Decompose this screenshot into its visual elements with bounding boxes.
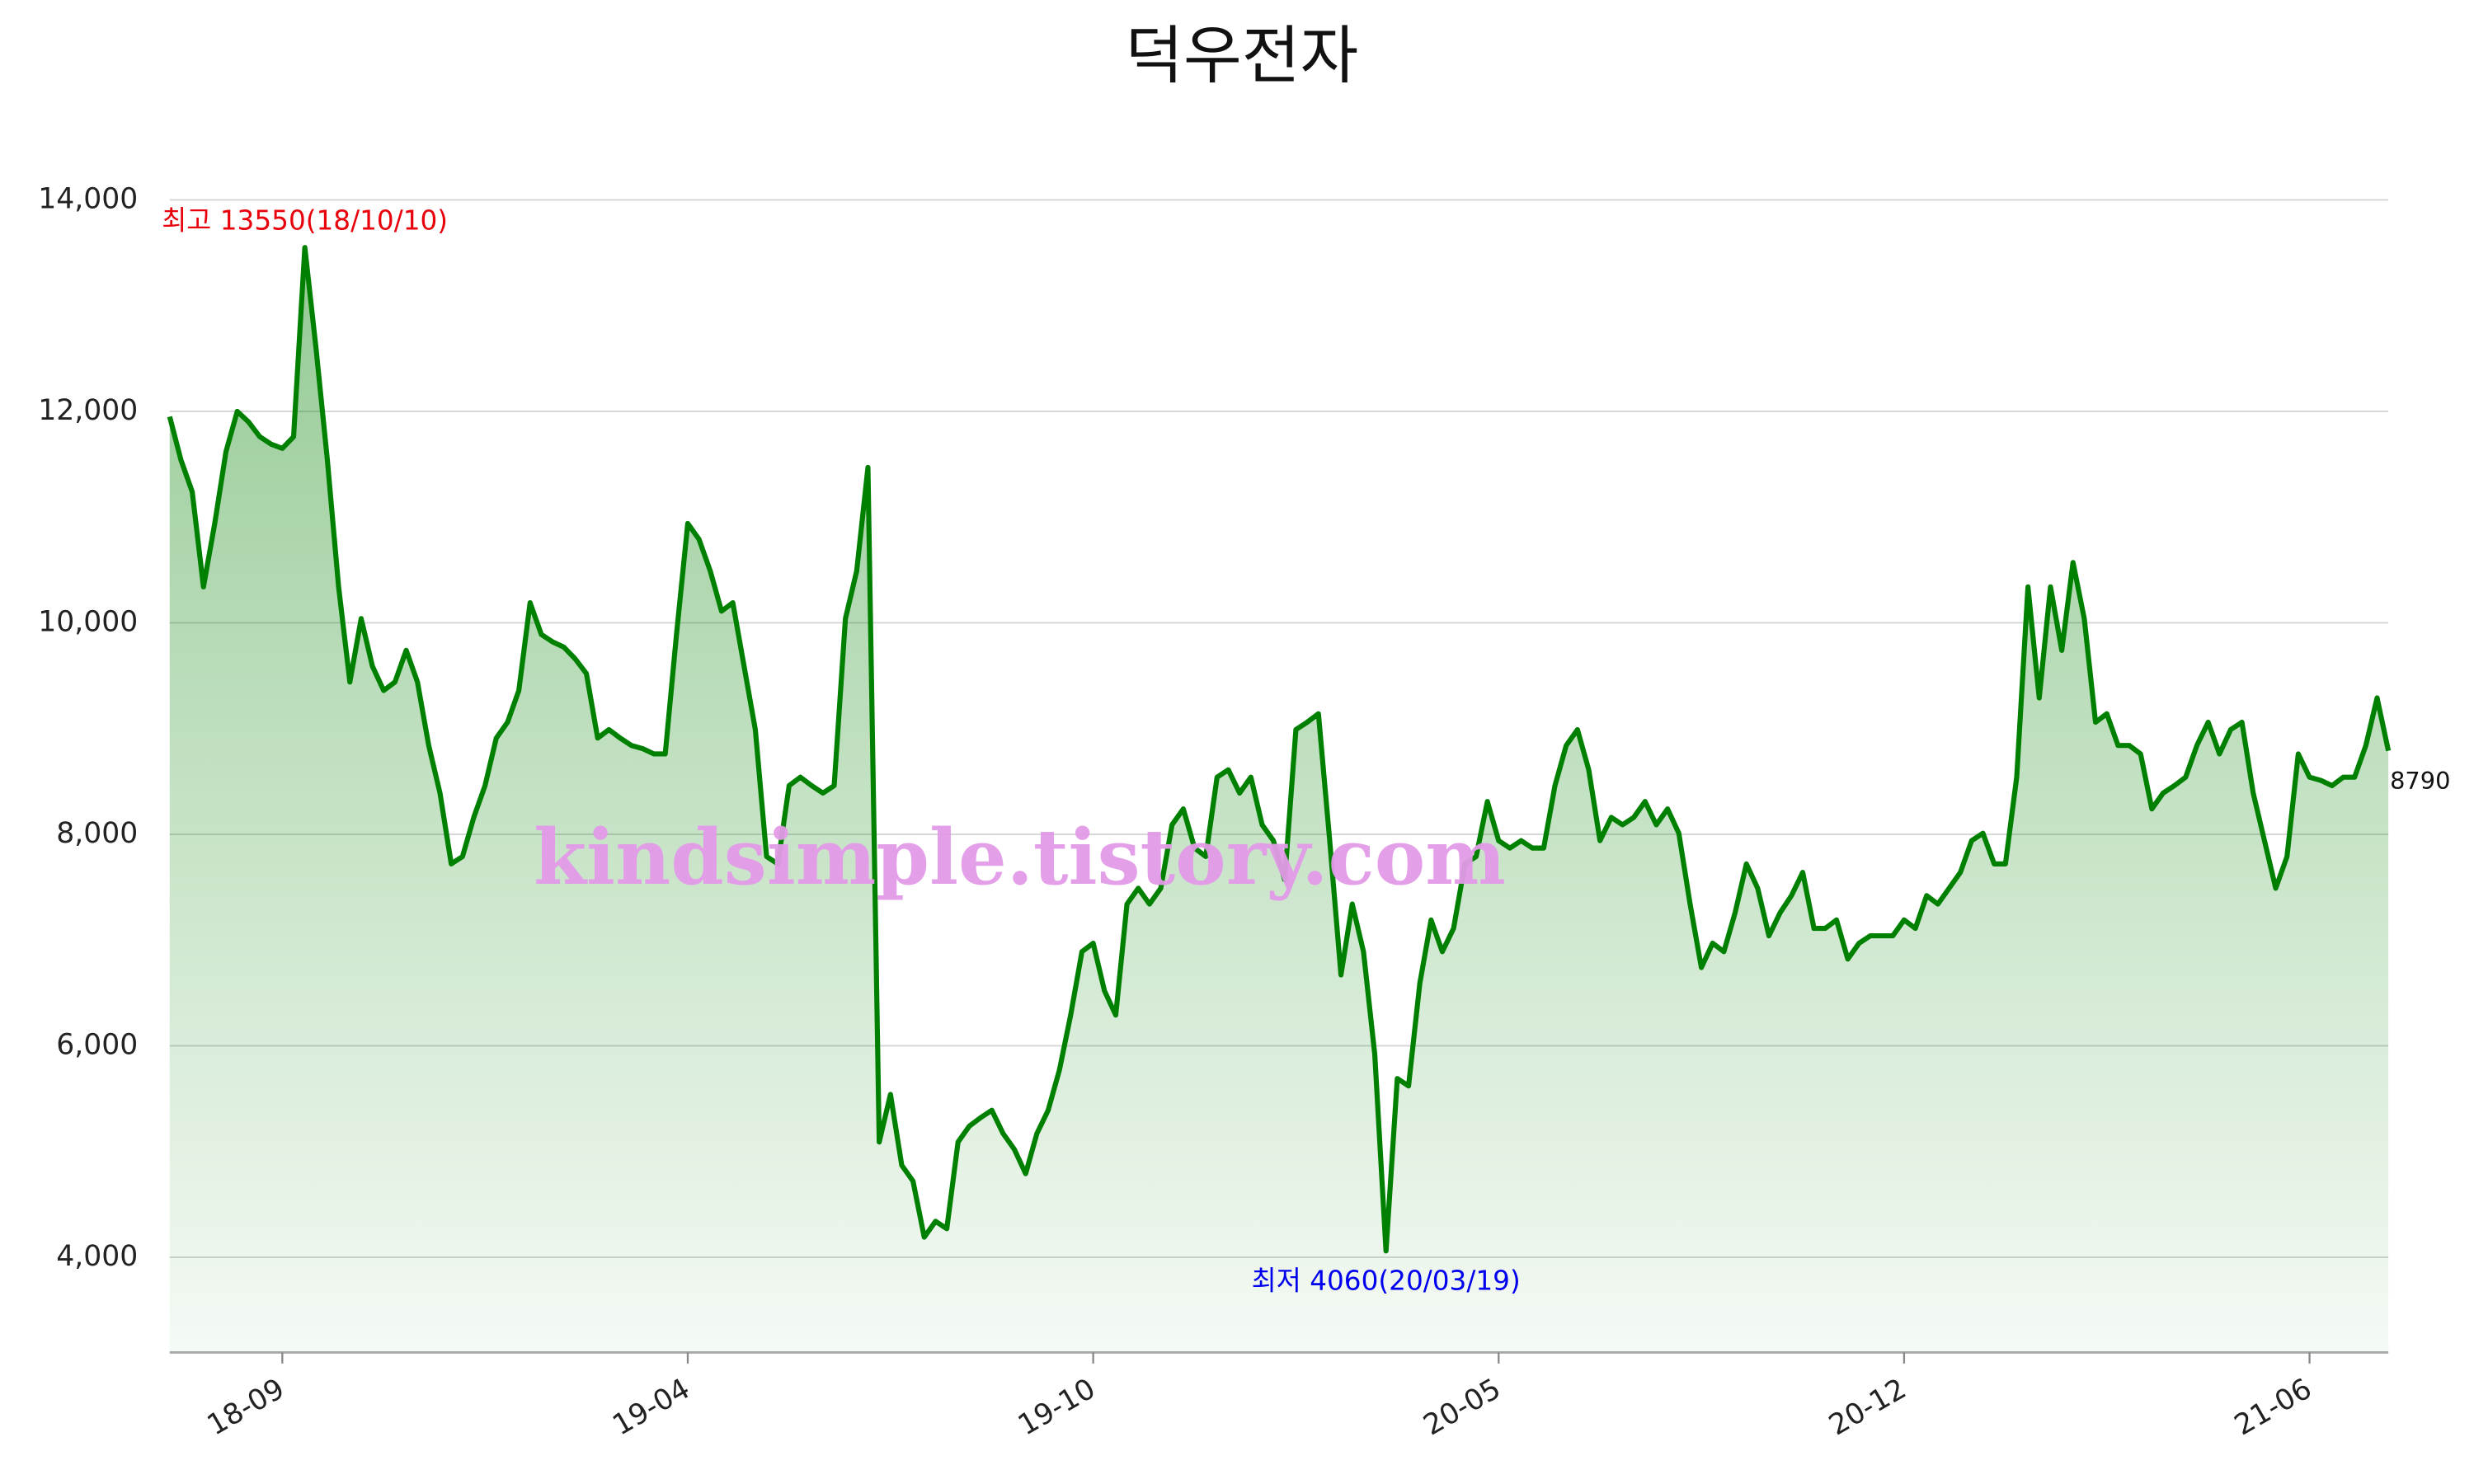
x-tick-label: 18-09 — [202, 1373, 290, 1443]
y-tick-label: 8,000 — [56, 817, 138, 850]
x-tick-label: 20-05 — [1418, 1373, 1507, 1443]
line — [167, 245, 2392, 1254]
x-tick-label: 20-12 — [1823, 1373, 1912, 1443]
annotation: 최저 4060(20/03/19) — [1252, 1266, 1521, 1297]
watermark: kindsimple.tistory.com — [534, 812, 1506, 902]
annotation: 최고 13550(18/10/10) — [162, 204, 448, 236]
area — [169, 247, 2389, 1353]
y-tick-label: 4,000 — [56, 1240, 138, 1273]
x-tick-label: 19-04 — [607, 1373, 695, 1443]
x-tick-label: 19-10 — [1013, 1373, 1101, 1443]
y-tick-label: 14,000 — [38, 182, 138, 215]
y-tick-label: 12,000 — [38, 394, 138, 427]
x-tick-label: 21-06 — [2229, 1373, 2317, 1443]
y-tick-label: 6,000 — [56, 1028, 138, 1061]
end-label: 8790 — [2390, 767, 2450, 795]
y-tick-label: 10,000 — [38, 605, 138, 638]
chart-title: 덕우전자 — [1125, 20, 1358, 93]
